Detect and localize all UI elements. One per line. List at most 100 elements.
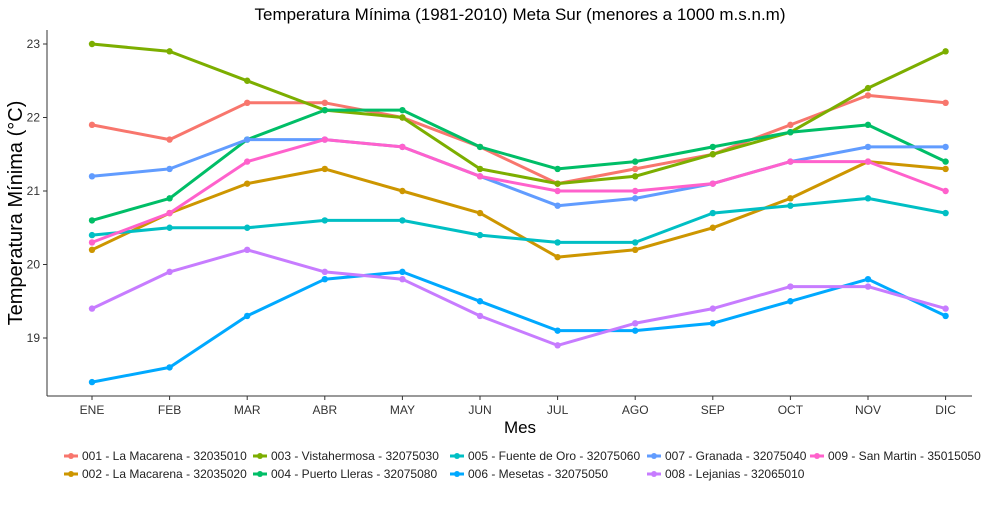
data-point (476, 209, 484, 217)
x-tick-label: MAR (234, 403, 261, 417)
data-point (399, 143, 406, 151)
data-point (709, 320, 716, 327)
data-point (88, 378, 96, 386)
data-point (787, 283, 794, 290)
data-point (942, 143, 949, 151)
data-point (554, 239, 561, 246)
legend-label: 002 - La Macarena - 32035020 (82, 467, 247, 481)
data-point (399, 217, 406, 224)
series-line (90, 93, 948, 186)
data-point (244, 158, 251, 165)
data-point (864, 84, 872, 92)
data-point (399, 268, 406, 276)
data-point (88, 246, 96, 253)
series-2 (88, 158, 949, 261)
data-point (632, 195, 639, 202)
data-point (554, 165, 561, 173)
y-tick-label: 20 (27, 258, 41, 272)
data-point (632, 239, 639, 246)
legend-item: 007 - Granada - 32075040 (647, 449, 807, 463)
data-point (787, 129, 794, 136)
x-tick-label: FEB (158, 403, 181, 417)
data-point (166, 136, 173, 143)
data-point (942, 99, 949, 107)
data-point (321, 165, 328, 173)
data-point (321, 136, 328, 143)
legend: 001 - La Macarena - 32035010 002 - La Mac… (64, 449, 981, 481)
data-point (787, 121, 794, 129)
data-point (321, 99, 328, 107)
legend-marker (68, 471, 74, 477)
legend-label: 005 - Fuente de Oro - 32075060 (468, 449, 640, 463)
data-point (244, 224, 251, 231)
data-point (166, 195, 173, 202)
data-point (864, 121, 872, 129)
data-point (166, 224, 173, 231)
y-axis-label: Temperatura Mínima (°C) (5, 101, 27, 326)
data-point (632, 158, 639, 165)
data-point (864, 143, 872, 151)
data-point (787, 202, 794, 209)
data-point (476, 165, 484, 173)
data-point (399, 114, 406, 121)
x-tick-label: ABR (312, 403, 337, 417)
y-tick-label: 19 (27, 331, 41, 345)
data-point (476, 143, 484, 151)
legend-marker (257, 471, 263, 477)
x-axis-ticks: ENE FEB MAR ABR MAY JUN JUL AGO SEP OCT NOV DIC (80, 396, 956, 417)
data-point (787, 195, 794, 202)
data-point (554, 342, 561, 349)
data-point (321, 217, 328, 224)
data-point (166, 364, 173, 371)
data-point (942, 165, 949, 173)
data-point (476, 173, 484, 180)
legend-item: 004 - Puerto Lleras - 32075080 (253, 467, 437, 481)
legend-marker (257, 453, 263, 459)
data-point (88, 121, 96, 129)
data-point (399, 187, 406, 195)
legend-label: 008 - Lejanias - 32065010 (665, 467, 805, 481)
series-line (90, 270, 948, 384)
series-lines (88, 40, 949, 386)
data-point (864, 195, 872, 202)
data-point (942, 158, 949, 165)
series-9 (88, 136, 949, 246)
data-point (88, 231, 96, 239)
data-point (864, 92, 872, 99)
legend-item: 001 - La Macarena - 32035010 (64, 449, 247, 463)
data-point (709, 180, 716, 187)
legend-marker (651, 471, 657, 477)
data-point (709, 151, 716, 158)
x-tick-label: ENE (80, 403, 105, 417)
x-axis-label: Mes (504, 418, 536, 437)
x-tick-label: SEP (701, 403, 725, 417)
data-point (321, 276, 328, 283)
legend-item: 002 - La Macarena - 32035020 (64, 467, 247, 481)
data-point (476, 298, 484, 305)
y-tick-label: 21 (27, 184, 41, 198)
data-point (942, 209, 949, 217)
legend-item: 003 - Vistahermosa - 32075030 (253, 449, 439, 463)
legend-label: 001 - La Macarena - 32035010 (82, 449, 247, 463)
data-point (554, 253, 561, 261)
y-axis-ticks: 19 20 21 22 23 (27, 37, 47, 345)
data-point (166, 209, 173, 217)
legend-label: 009 - San Martin - 35015050 (828, 449, 981, 463)
data-point (942, 48, 949, 55)
data-point (399, 106, 406, 114)
data-point (244, 246, 251, 253)
series-line (90, 108, 948, 222)
legend-label: 007 - Granada - 32075040 (665, 449, 807, 463)
x-tick-label: MAY (390, 403, 415, 417)
data-point (632, 320, 639, 327)
series-line (90, 196, 948, 244)
x-tick-label: AGO (622, 403, 649, 417)
data-point (709, 305, 716, 312)
legend-marker (651, 453, 657, 459)
data-point (88, 217, 96, 224)
x-tick-label: JUL (547, 403, 569, 417)
data-point (399, 276, 406, 283)
x-tick-label: DIC (935, 403, 956, 417)
legend-marker (454, 453, 460, 459)
